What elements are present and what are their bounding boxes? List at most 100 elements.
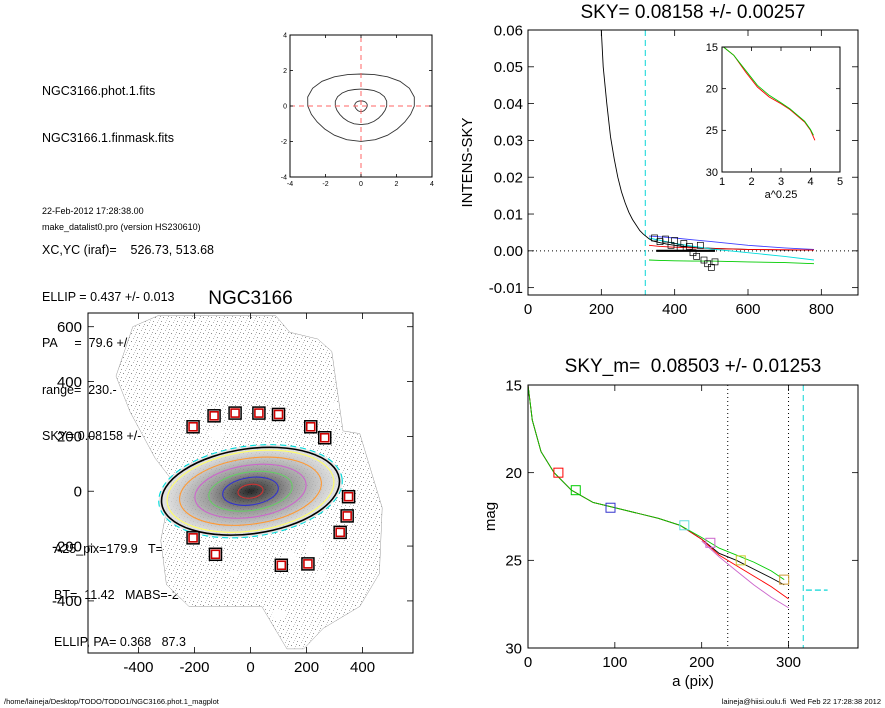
isophote-ellipse [160,446,341,536]
sky-box-marker [707,264,715,271]
x-tick-label: -4 [287,181,293,188]
mask-region [271,609,286,620]
sky-box [228,406,242,420]
y-tick-label: 0.02 [494,169,523,186]
sky-box-inner [276,560,287,571]
isophote-ellipse [158,444,343,539]
sky-box [303,420,318,434]
x-tick-label: 5 [837,176,843,188]
isophote-ellipse [237,483,264,499]
sky-box-marker [651,234,658,242]
y-tick-label: 0.01 [494,206,523,223]
x-tick-label: -2 [322,181,328,188]
y-tick-label: 25 [706,125,718,137]
sky-inset-plot: 1 2 3 4 5 15 20 25 30 a^0.25 [706,42,843,201]
sky-box-marker [656,238,664,245]
sky-box-marker [704,260,712,268]
info-date: 22-Feb-2012 17:28:38.00 [42,206,144,216]
isophote-ellipse [194,463,307,519]
sky-box-inner [319,432,330,443]
sky-box-inner [254,408,264,418]
y-tick-label: 400 [57,374,82,391]
isophote-ellipse [166,449,335,533]
sky-box-marker [711,258,719,266]
sky-box-inner [210,549,221,560]
sky-box [340,509,354,523]
y-axis-label: mag [482,502,499,531]
sky-box-inner [188,533,198,543]
info-program: make_datalist0.pro (version HS230610) [42,222,201,232]
y-tick-label: 0 [283,103,287,110]
footer-path: /home/laineja/Desktop/TODO/TODO1/NGC3166… [4,697,219,706]
isophote-marker [705,537,716,548]
info-files: NGC3166.phot.1.fits NGC3166.1.finmask.fi… [42,53,214,177]
y-tick-label: 4 [283,32,287,39]
x-tick-label: 400 [350,659,375,676]
galaxy-body [158,444,343,539]
mag-profile-plot: 0 100 200 300 15 20 25 30 a (pix) mag [482,377,859,690]
y-tick-label: 0.00 [494,243,523,260]
x-tick-label: 0 [359,181,363,188]
footer-user-date: laineja@hiisi.oulu.fi Wed Feb 22 17:28:3… [721,697,881,706]
x-axis-label: a^0.25 [765,189,798,201]
sky-box [317,431,332,445]
isophote-ellipse [222,476,279,506]
y-tick-label: -2 [281,139,287,146]
y-tick-label: 30 [505,640,522,657]
info-line: NGC3166.1.finmask.fits [42,130,174,145]
y-tick-label: 20 [505,465,522,482]
plot-frame [527,384,859,649]
x-tick-label: -200 [179,659,209,676]
isophote-ellipse [208,470,293,512]
isophote-marker [779,574,790,585]
info-line: NGC3166.phot.1.fits [42,84,156,98]
sky-box-marker [671,237,679,244]
y-tick-label: -0.01 [489,280,523,297]
mag-series-line [701,540,789,609]
plot-frame [289,34,433,178]
sky-box [186,420,200,434]
y-tick-label: 30 [706,167,718,179]
sky-box-inner [188,421,198,432]
inset-series-line [723,46,814,136]
sky-box [186,531,200,545]
mag-plot-title: SKY_m= 0.08503 +/- 0.01253 [564,356,822,377]
isophote-marker [570,485,581,496]
x-tick-label: 0 [524,654,532,671]
sky-box [208,547,223,562]
y-tick-label: 200 [57,429,82,446]
info-line: ELLIP, PA= 0.368 87.3 [54,634,186,649]
mag-series-line [527,384,785,580]
sky-plot-title: SKY= 0.08158 +/- 0.00257 [580,2,806,23]
isophote-marker [553,467,564,478]
profile-series-line [648,259,815,265]
mask-region [208,428,226,440]
sky-box-inner [303,559,313,569]
sky-profile-plot: 0 200 400 600 800 -0.01 0.00 0.01 0.02 0.03 0.04 0.… [459,22,859,318]
info-line: ELLIP = 0.437 +/- 0.013 [42,289,175,304]
sky-box-marker [662,235,669,243]
y-tick-label: 0.04 [494,96,523,113]
x-tick-label: -400 [123,659,153,676]
contour-line [307,73,415,142]
sky-box-inner [305,421,316,432]
x-tick-label: 400 [662,301,687,318]
x-axis-label: a (pix) [672,673,714,690]
y-tick-label: 15 [706,42,718,54]
x-tick-label: 4 [430,181,434,188]
x-tick-label: 300 [776,654,801,671]
y-tick-label: 0.03 [494,133,523,150]
sky-box-inner [273,409,284,420]
x-tick-label: 4 [807,176,813,188]
plot-frame [527,29,859,296]
isophote-ellipse [179,456,322,526]
x-tick-label: 200 [294,659,319,676]
info-line: XC,YC (iraf)= 526.73, 513.68 [42,243,214,257]
x-tick-label: 600 [735,301,760,318]
galaxy-image-plot: -400 -200 0 200 400 -400 -200 0 200 400 600 [52,312,414,676]
x-tick-label: 200 [589,301,614,318]
y-tick-label: 20 [706,84,718,96]
sky-box-inner [335,527,345,538]
x-tick-label: 0 [246,659,254,676]
